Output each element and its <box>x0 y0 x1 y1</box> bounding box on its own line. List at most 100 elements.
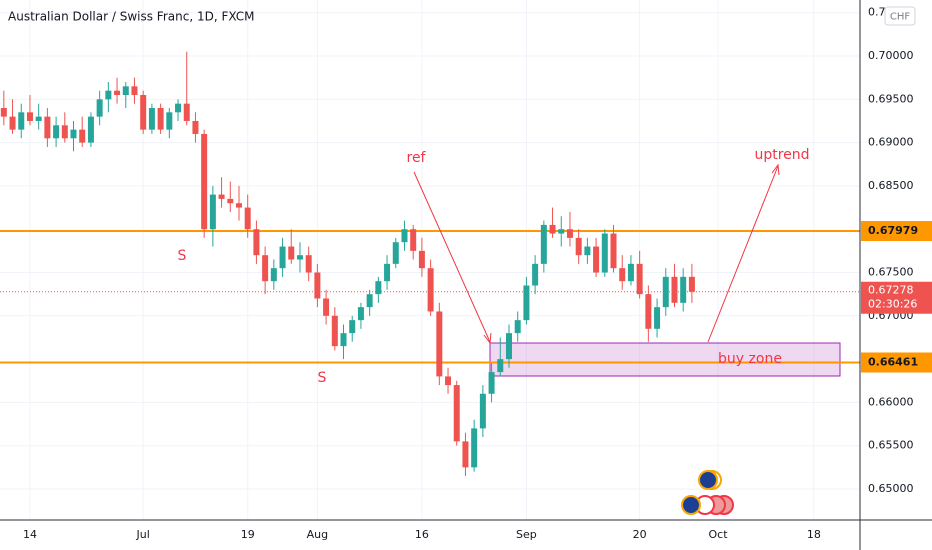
candle-body <box>523 285 530 321</box>
annotation: S <box>178 248 187 264</box>
candle-body <box>540 224 547 264</box>
candle-body <box>305 255 312 273</box>
candle-body <box>340 333 347 347</box>
arrow-head <box>771 163 780 176</box>
candle-body <box>384 263 391 282</box>
x-tick-label: Jul <box>136 528 150 541</box>
level-tag <box>861 221 932 242</box>
candle-body <box>688 276 695 292</box>
candle-body <box>331 315 338 347</box>
candle-body <box>584 246 591 256</box>
candle-body <box>532 263 539 286</box>
candle-body <box>183 103 190 121</box>
candle-body <box>445 376 452 386</box>
candle-body <box>35 116 42 121</box>
candle-body <box>645 294 652 329</box>
candle-body <box>227 198 234 204</box>
candle-body <box>175 103 182 113</box>
candle-body <box>26 112 33 121</box>
candle-body <box>392 242 399 264</box>
candle-body <box>471 428 478 468</box>
y-tick-label: 0.67500 <box>868 266 914 279</box>
candle-body <box>114 90 121 95</box>
candle-body <box>148 107 155 130</box>
x-tick-label: 18 <box>807 528 821 541</box>
currency-label: CHF <box>890 12 911 23</box>
candle-body <box>253 229 260 256</box>
candle-body <box>654 307 661 329</box>
currency-badge[interactable] <box>884 6 916 26</box>
y-tick-label: 0.65500 <box>868 439 914 452</box>
x-tick-label: 19 <box>241 528 255 541</box>
candle-body <box>610 233 617 269</box>
candle-body <box>235 203 242 208</box>
candle-body <box>131 86 138 95</box>
candles <box>0 51 695 477</box>
candle-body <box>166 112 173 130</box>
candle-body <box>201 133 208 230</box>
annotation: buy zone <box>718 351 782 367</box>
chart-title: Australian Dollar / Swiss Franc, 1D, FXC… <box>8 10 254 24</box>
candle-body <box>505 333 512 360</box>
y-tick-label: 0.68500 <box>868 179 914 192</box>
annotation: S <box>318 370 327 386</box>
candle-body <box>279 246 286 269</box>
candle-body <box>558 229 565 234</box>
level-tag <box>861 352 932 373</box>
candle-body <box>44 116 51 139</box>
event-icon[interactable] <box>681 495 701 515</box>
candle-body <box>436 311 443 377</box>
arrow-head <box>483 332 492 345</box>
y-tick-label: 0.65000 <box>868 482 914 495</box>
x-tick-label: 16 <box>415 528 429 541</box>
candle-body <box>140 94 147 130</box>
candle-body <box>218 194 225 199</box>
candle-body <box>314 272 321 299</box>
candle-body <box>296 255 303 260</box>
candle-body <box>61 125 68 139</box>
annotation: uptrend <box>754 147 809 163</box>
candle-body <box>566 229 573 238</box>
candle-body <box>288 246 295 260</box>
candle-body <box>427 268 434 312</box>
candle-body <box>453 385 460 442</box>
candle-body <box>366 294 373 308</box>
last-price-tag <box>861 281 932 314</box>
candle-body <box>157 107 164 130</box>
candle-body <box>401 229 408 243</box>
candle-body <box>87 116 94 143</box>
candle-body <box>192 120 199 134</box>
candle-body <box>680 276 687 303</box>
level-label: 0.67979 <box>868 224 918 237</box>
candle-body <box>462 441 469 468</box>
candle-body <box>488 372 495 394</box>
candle-body <box>209 194 216 230</box>
candle-body <box>627 263 634 282</box>
candle-body <box>601 233 608 273</box>
last-price-label: 0.67278 <box>868 284 914 297</box>
candle-body <box>122 86 129 95</box>
candle-body <box>662 276 669 308</box>
candle-body <box>497 359 504 373</box>
candle-body <box>357 307 364 321</box>
x-tick-label: Aug <box>307 528 328 541</box>
countdown: 02:30:26 <box>868 298 917 311</box>
candle-body <box>410 229 417 251</box>
candle-body <box>593 246 600 273</box>
annotation: ref <box>407 150 427 166</box>
candle-body <box>270 268 277 282</box>
candle-body <box>619 268 626 282</box>
buy-zone-box <box>489 342 841 377</box>
level-label: 0.66461 <box>868 355 918 368</box>
event-icons <box>681 470 734 515</box>
x-tick-label: 14 <box>23 528 37 541</box>
x-tick-label: Oct <box>709 528 729 541</box>
x-tick-label: 20 <box>633 528 647 541</box>
event-icon[interactable] <box>698 470 718 490</box>
candle-body <box>53 125 60 139</box>
candle-body <box>479 393 486 429</box>
candle-body <box>79 129 86 143</box>
y-tick-label: 0.69500 <box>868 92 914 105</box>
